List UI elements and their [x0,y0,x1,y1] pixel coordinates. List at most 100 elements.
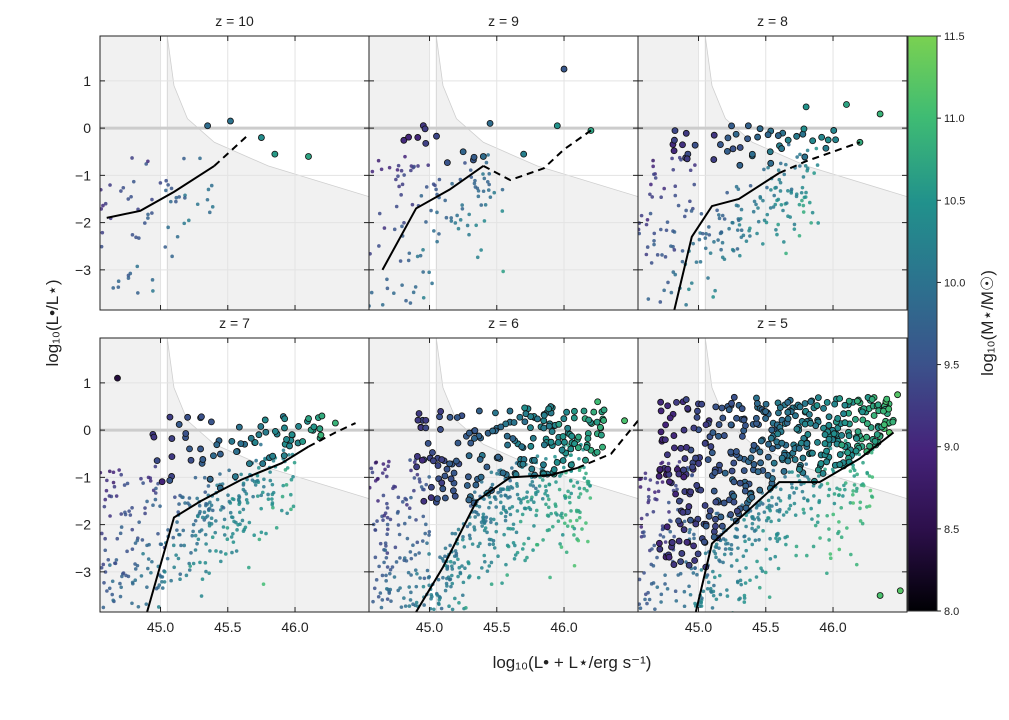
data-point-faint [553,454,557,459]
data-point-faint [227,468,231,473]
data-point-faint [191,561,196,566]
data-point-faint [726,541,730,546]
data-point [414,416,422,424]
data-point [545,405,553,413]
data-point-faint [649,182,653,187]
data-point-faint [187,218,191,223]
data-point [600,417,608,424]
data-point-faint [743,539,747,544]
data-point-faint [558,474,562,478]
data-point-faint [711,593,716,598]
data-point-faint [281,448,286,453]
data-point-faint [424,522,428,527]
data-point [844,449,852,456]
data-point [671,136,678,144]
data-point [449,487,457,495]
data-point-faint [753,538,758,543]
data-point-faint [130,527,135,532]
data-point-faint [729,517,734,521]
data-point-faint [166,183,170,187]
data-point-faint [665,220,670,224]
data-point-faint [577,468,582,473]
data-point-faint [869,450,874,455]
data-point [582,456,589,464]
data-point [527,413,535,420]
data-point [681,455,689,462]
data-point-faint [379,605,384,610]
data-point-faint [729,564,734,568]
data-point [732,130,740,138]
data-point-faint [383,548,388,552]
data-point [567,445,575,453]
axis-labels: log₁₀(L•/L⋆) log₁₀(L• + L⋆/erg s⁻¹) [43,279,651,672]
data-point-faint [648,478,653,482]
data-point [664,465,672,473]
data-point-faint [122,483,127,487]
data-point [825,421,833,429]
data-point [817,460,825,467]
data-point-faint [157,583,162,587]
data-point-faint [193,518,198,523]
data-point-faint [402,596,406,600]
data-point-faint [386,464,390,468]
data-point-faint [843,439,848,443]
x-tick-label: 46.0 [819,619,846,635]
data-point [697,486,705,494]
data-point-faint [567,495,572,499]
panel-2: z = 9 [368,13,639,311]
data-point [175,421,183,428]
data-point-faint [381,493,386,498]
data-point-faint [209,516,214,521]
data-point-faint [191,522,196,527]
data-point-faint [450,564,454,568]
panel-plot-area [369,338,638,639]
data-point [685,561,693,569]
data-point-faint [660,480,665,484]
data-point-faint [777,518,781,523]
y-tick-label: 1 [83,375,91,391]
data-point-faint [450,531,455,536]
data-point [718,522,726,530]
data-point-faint [234,520,238,525]
data-point-faint [169,578,173,583]
data-point [479,153,487,160]
data-point-faint [262,477,266,482]
data-point [730,498,738,506]
data-point-faint [209,503,214,508]
data-point-faint [652,543,657,548]
data-point-faint [432,635,436,639]
data-point-faint [460,537,465,542]
data-point-faint [711,295,715,299]
data-point-faint [742,600,747,604]
data-point-faint [412,164,416,169]
data-point [683,538,691,546]
data-point-faint [444,581,449,586]
data-point-faint [213,530,218,535]
data-point-faint [241,487,246,492]
data-point-faint [200,515,205,520]
data-point [281,424,288,432]
data-point-faint [407,515,412,520]
relation-line-dashed [778,141,861,174]
data-point-faint [805,166,810,171]
data-point [740,416,748,424]
data-point-faint [259,442,263,447]
data-point-faint [101,203,105,208]
data-point [471,434,478,442]
data-point-faint [851,463,855,468]
data-point [446,460,454,468]
data-point-faint [116,285,121,289]
data-point-faint [531,548,535,552]
data-point-faint [811,544,816,549]
data-point-faint [802,195,807,200]
data-point-faint [102,504,107,509]
data-point-faint [456,226,461,231]
data-point-faint [777,537,782,541]
data-point-faint [524,495,529,499]
data-point [730,478,738,486]
data-point [585,416,593,424]
data-point [814,438,821,446]
data-point-faint [841,494,845,498]
data-point [679,141,686,149]
data-point-faint [419,485,424,489]
